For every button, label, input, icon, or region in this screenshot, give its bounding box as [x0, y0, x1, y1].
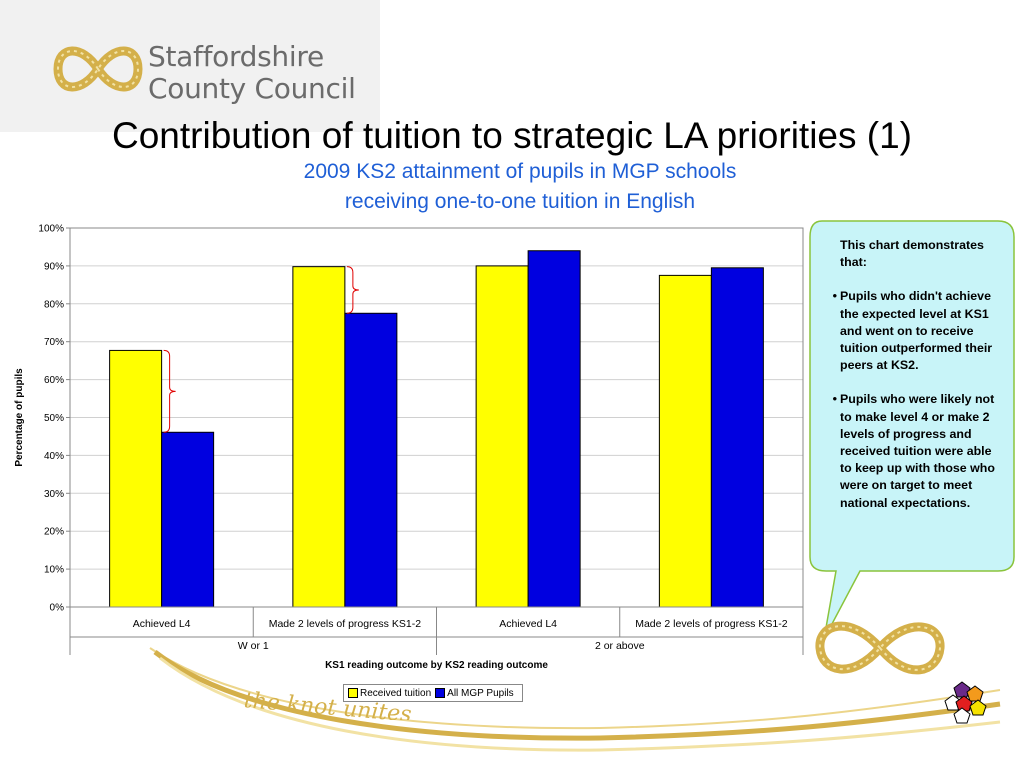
logo-text-county-council: County Council — [148, 72, 356, 105]
y-tick-label: 90% — [44, 261, 64, 272]
staffordshire-knot-logo — [53, 46, 143, 92]
x-group-label: 2 or above — [595, 640, 645, 652]
x-category-label: Made 2 levels of progress KS1-2 — [635, 618, 787, 630]
legend-label: Received tuition — [360, 687, 432, 699]
x-group-label: W or 1 — [238, 640, 269, 652]
callout-bullet-2: • Pupils who were likely not to make lev… — [826, 391, 998, 511]
brace-icon — [346, 266, 359, 314]
callout-intro: This chart demonstrates that: — [840, 238, 984, 270]
y-axis-ticks: 0% 10% 20% 30% 40% 50% 60% 70% 80% 90% 100% — [38, 224, 70, 614]
callout-bullet-text: Pupils who didn't achieve the expected l… — [840, 289, 993, 373]
coloured-pentagons-icon — [944, 681, 987, 724]
bar-received-tuition — [658, 274, 712, 608]
y-tick-label: 10% — [44, 565, 64, 576]
bullet-icon: • — [832, 289, 837, 304]
callout-bullet-text: Pupils who were likely not to make level… — [840, 392, 995, 510]
bar-all-mgp-pupils — [710, 267, 764, 608]
legend-swatch-blue — [435, 688, 446, 698]
logo-panel: Staffordshire County Council — [0, 0, 380, 132]
callout-text: This chart demonstrates that: • Pupils w… — [826, 237, 998, 529]
logo-text-staffordshire: Staffordshire — [148, 40, 324, 73]
bar-received-tuition — [109, 349, 163, 608]
x-category-label: Achieved L4 — [133, 618, 191, 630]
y-tick-label: 30% — [44, 489, 64, 500]
bar-all-mgp-pupils — [161, 431, 215, 608]
chart-subtitle-line-1: 2009 KS2 attainment of pupils in MGP sch… — [303, 160, 737, 183]
legend-item-received-tuition: Received tuition — [348, 688, 431, 699]
callout-bullet-1: • Pupils who didn't achieve the expected… — [826, 288, 998, 374]
bars — [109, 250, 764, 608]
footer-tagline: the knot unites — [243, 688, 413, 720]
legend-item-all-mgp-pupils: All MGP Pupils — [435, 688, 514, 699]
bar-all-mgp-pupils — [344, 312, 398, 608]
chart-legend: Received tuition All MGP Pupils — [343, 684, 523, 702]
x-axis-title: KS1 reading outcome by KS2 reading outco… — [325, 660, 548, 671]
footer-decoration — [149, 621, 1001, 752]
bar-received-tuition — [475, 265, 529, 608]
slide-title: Contribution of tuition to strategic LA … — [112, 115, 912, 156]
y-tick-label: 60% — [44, 375, 64, 386]
legend-label: All MGP Pupils — [447, 687, 514, 699]
x-axis: Achieved L4 Made 2 levels of progress KS1… — [69, 606, 804, 655]
bar-all-mgp-pupils — [527, 250, 581, 608]
y-tick-label: 20% — [44, 527, 64, 538]
bar-chart: 0% 10% 20% 30% 40% 50% 60% 70% 80% 90% 100% Achiev… — [14, 224, 804, 671]
y-tick-label: 0% — [50, 603, 65, 614]
bar-received-tuition — [292, 266, 346, 608]
y-tick-label: 100% — [38, 224, 64, 235]
y-axis-title: Percentage of pupils — [14, 368, 25, 467]
comparison-braces — [163, 266, 359, 433]
y-tick-label: 40% — [44, 451, 64, 462]
callout-bubble — [809, 220, 1015, 640]
large-knot-icon — [815, 621, 945, 675]
bullet-icon: • — [832, 392, 837, 407]
y-tick-label: 50% — [44, 413, 64, 424]
x-category-label: Made 2 levels of progress KS1-2 — [269, 618, 421, 630]
legend-swatch-yellow — [348, 688, 358, 698]
brace-icon — [163, 349, 176, 433]
chart-subtitle-line-2: receiving one-to-one tuition in English — [344, 190, 696, 213]
x-category-label: Achieved L4 — [499, 618, 557, 630]
y-tick-label: 70% — [44, 337, 64, 348]
tagline-text: the knot unites — [243, 688, 413, 720]
y-tick-label: 80% — [44, 299, 64, 310]
